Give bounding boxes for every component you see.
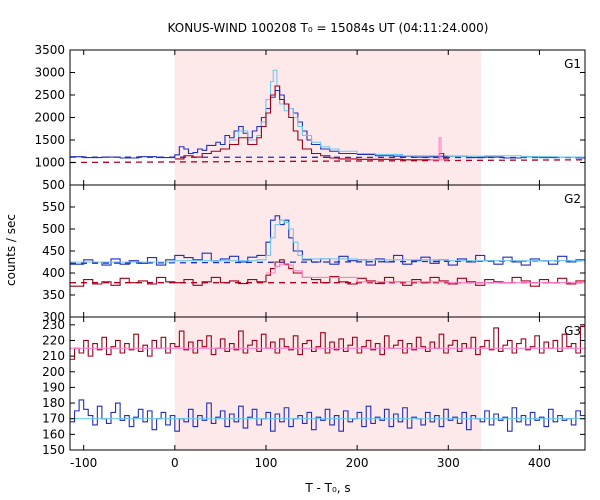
y-tick-label: 180 <box>42 396 65 410</box>
x-tick-label: -100 <box>70 456 97 470</box>
x-tick-label: 400 <box>528 456 551 470</box>
highlight-interval <box>174 50 482 185</box>
series-dark-red <box>70 325 585 360</box>
x-tick-label: 0 <box>171 456 179 470</box>
series-pink <box>430 137 449 161</box>
y-tick-label: 210 <box>42 349 65 363</box>
y-tick-label: 220 <box>42 333 65 347</box>
panel-plot-area <box>70 69 585 164</box>
y-tick-label: 150 <box>42 443 65 457</box>
panel-plot-area <box>70 215 585 287</box>
series-pink <box>265 263 585 284</box>
panel-frame <box>69 316 586 451</box>
series-blue <box>70 399 585 432</box>
y-tick-label: 350 <box>42 288 65 302</box>
y-tick-label: 2000 <box>34 111 65 125</box>
y-axis-label: counts / sec <box>4 214 18 286</box>
y-tick-label: 500 <box>42 222 65 236</box>
x-axis-label: T - T₀, s <box>304 481 350 495</box>
panels-group: 500100015002000250030003500G130035040045… <box>34 43 586 470</box>
y-tick-label: 230 <box>42 318 65 332</box>
background-level-bg-red <box>70 159 585 164</box>
y-tick-label: 160 <box>42 427 65 441</box>
series-dark-red <box>70 259 585 287</box>
panel-label: G2 <box>564 192 581 206</box>
y-tick-label: 200 <box>42 365 65 379</box>
y-tick-label: 300 <box>42 310 65 324</box>
y-tick-label: 2500 <box>34 88 65 102</box>
y-tick-label: 3500 <box>34 43 65 57</box>
y-tick-label: 500 <box>42 178 65 192</box>
panel-plot-area <box>70 325 585 432</box>
y-tick-label: 170 <box>42 412 65 426</box>
y-tick-label: 400 <box>42 266 65 280</box>
y-tick-label: 190 <box>42 380 65 394</box>
x-tick-label: 100 <box>255 456 278 470</box>
y-tick-label: 1500 <box>34 133 65 147</box>
highlight-interval <box>174 317 482 450</box>
panel-label: G3 <box>564 324 581 338</box>
y-tick-label: 450 <box>42 244 65 258</box>
series-light-blue <box>70 219 585 263</box>
panel-g2: 300 350 400 450 500 550 G2 <box>42 184 586 324</box>
y-tick-label: 1000 <box>34 156 65 170</box>
y-tick-label: 550 <box>42 200 65 214</box>
chart-title: KONUS-WIND 100208 T₀ = 15084s UT (04:11:… <box>168 21 489 35</box>
x-tick-label: 200 <box>346 456 369 470</box>
x-tick-label: 300 <box>437 456 460 470</box>
series-dark-red <box>174 85 449 161</box>
panel-g1: 500 1000 1500 2000 2500 3000 3500 G1 <box>34 43 586 192</box>
panel-label: G1 <box>564 57 581 71</box>
highlight-interval <box>174 185 482 317</box>
y-tick-label: 3000 <box>34 66 65 80</box>
